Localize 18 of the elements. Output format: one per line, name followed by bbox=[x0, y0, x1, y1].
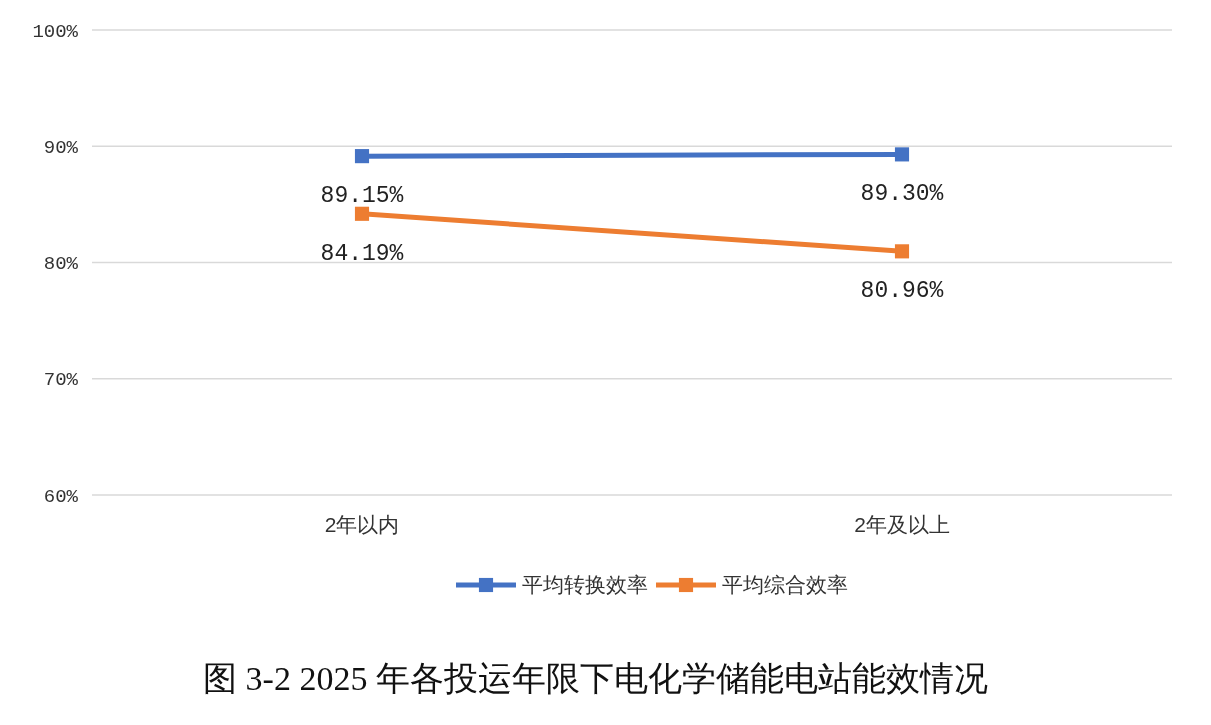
point bbox=[354, 206, 370, 221]
y-tick-label: 60% bbox=[43, 485, 79, 508]
legend-label: 平均转换效率 bbox=[522, 573, 648, 598]
text: 图 3-2 2025 年各投运年限下电化学储能电站能效情况 bbox=[203, 660, 988, 697]
point bbox=[894, 244, 910, 259]
point bbox=[354, 149, 370, 164]
data-label: 84.19% bbox=[320, 240, 404, 267]
data-label: 89.15% bbox=[320, 183, 404, 210]
data-label: 89.30% bbox=[860, 181, 944, 208]
data-label: 80.96% bbox=[860, 278, 944, 305]
y-tick-label: 80% bbox=[43, 253, 79, 276]
point bbox=[894, 147, 910, 162]
x-tick-label: 2年以内 bbox=[324, 512, 400, 536]
legend-label: 平均综合效率 bbox=[722, 573, 848, 598]
y-tick-label: 100% bbox=[32, 20, 79, 43]
y-tick-label: 90% bbox=[43, 136, 79, 159]
x-tick-label: 2年及以上 bbox=[854, 512, 950, 536]
y-tick-label: 70% bbox=[43, 369, 79, 392]
